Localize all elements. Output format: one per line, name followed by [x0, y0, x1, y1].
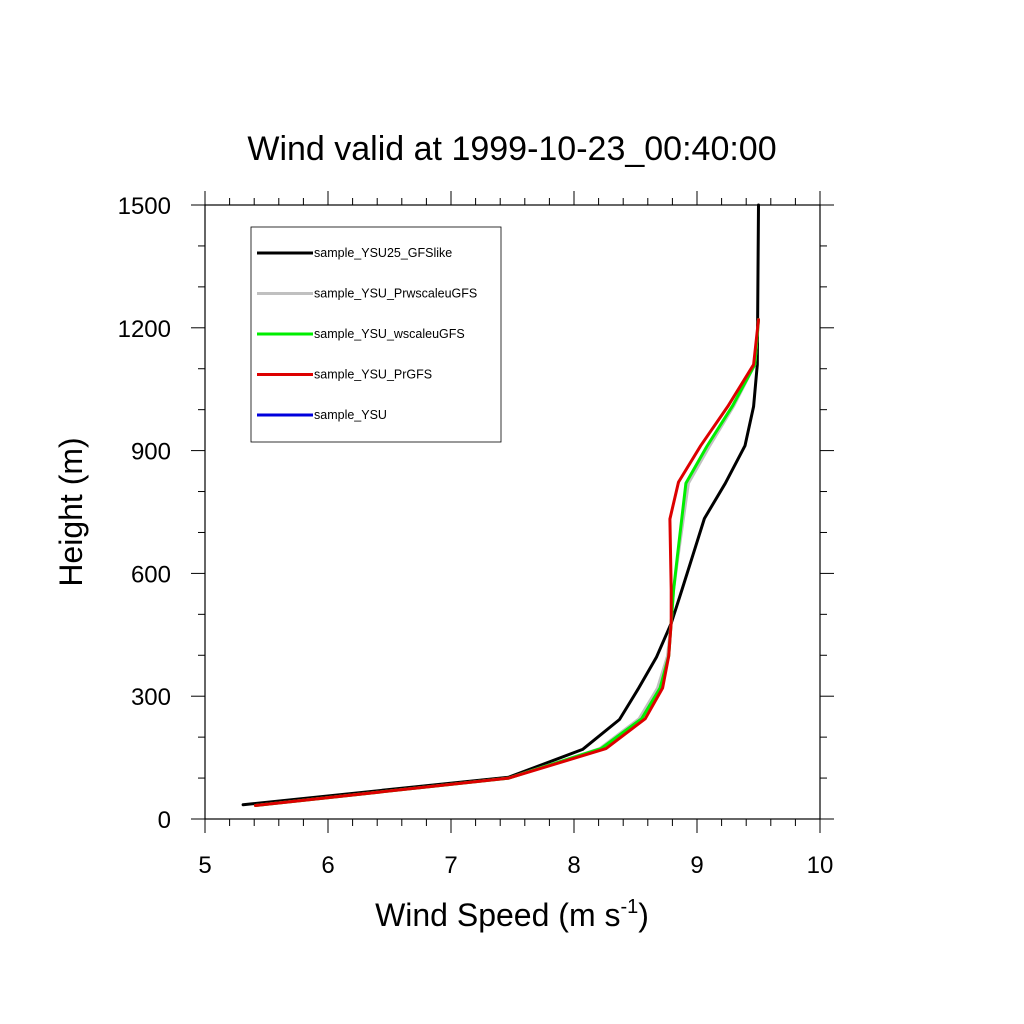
x-axis-title-superscript: -1: [620, 896, 638, 918]
legend-label: sample_YSU_PrGFS: [314, 368, 432, 382]
legend-label: sample_YSU: [314, 408, 387, 422]
axis-ticks: 5 6 7 8 9 10 0 300 600 900 1200 1500: [118, 191, 834, 879]
x-axis-title: Wind Speed (m s-1): [375, 896, 649, 933]
legend: sample_YSU25_GFSlike sample_YSU_Prwscaleu…: [250, 226, 502, 443]
y-axis-title: Height (m): [53, 437, 89, 586]
x-tick-label: 10: [807, 852, 834, 879]
legend-label: sample_YSU_PrwscaleuGFS: [314, 287, 477, 301]
series-line-3: [253, 318, 760, 807]
x-tick-label: 8: [567, 852, 580, 879]
y-tick-label: 300: [131, 684, 171, 711]
x-axis-title-end: ): [638, 897, 649, 933]
chart-title: Wind valid at 1999-10-23_00:40:00: [247, 130, 776, 168]
plot-frame: [204, 204, 821, 820]
x-tick-label: 5: [198, 852, 211, 879]
y-tick-label: 600: [131, 561, 171, 588]
x-tick-label: 6: [321, 852, 334, 879]
x-tick-label: 7: [444, 852, 457, 879]
x-tick-label: 9: [690, 852, 703, 879]
series-lines: [241, 203, 760, 807]
y-tick-label: 1200: [118, 316, 171, 343]
x-axis-title-text: Wind Speed (m s: [375, 897, 620, 933]
legend-label: sample_YSU25_GFSlike: [314, 246, 452, 260]
legend-label: sample_YSU_wscaleuGFS: [314, 327, 465, 341]
y-tick-label: 0: [158, 807, 171, 834]
series-line-0: [241, 203, 760, 807]
y-tick-label: 900: [131, 439, 171, 466]
y-tick-label: 1500: [118, 193, 171, 220]
